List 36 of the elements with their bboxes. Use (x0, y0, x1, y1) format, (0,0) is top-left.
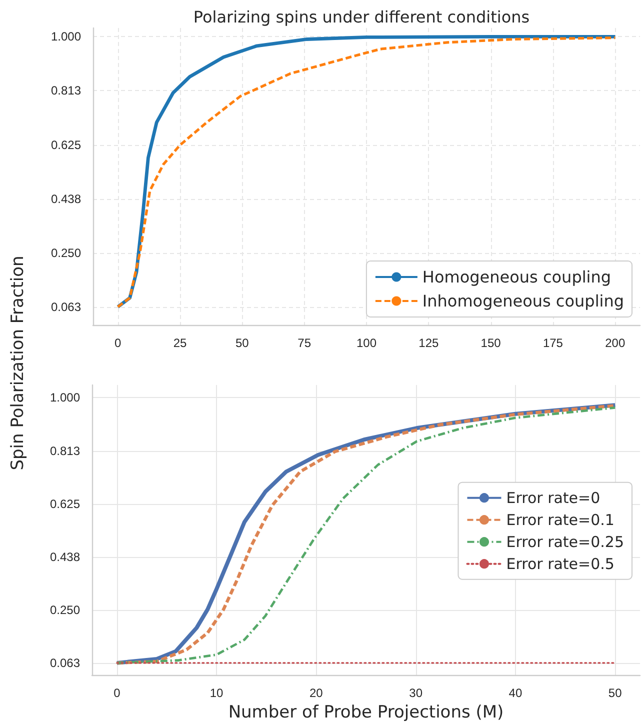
x-tick-label: 30 (409, 686, 423, 700)
chart-title: Polarizing spins under different conditions (193, 8, 530, 26)
y-tick-label: 0.813 (50, 84, 82, 98)
y-tick-label: 0.250 (50, 246, 82, 260)
x-tick-label: 75 (298, 336, 312, 350)
x-tick-label: 40 (508, 686, 522, 700)
x-tick-label: 125 (418, 336, 439, 350)
x-tick-label: 175 (542, 336, 564, 350)
x-tick-label: 0 (114, 336, 122, 350)
legend-label: Error rate=0.1 (506, 510, 614, 529)
x-tick-label: 20 (310, 686, 324, 700)
y-tick-label: 1.000 (50, 30, 82, 44)
legend-label: Homogeneous coupling (422, 268, 612, 286)
y-tick-label: 0.438 (50, 550, 80, 564)
x-tick-label: 150 (480, 336, 502, 350)
x-tick-label: 50 (236, 336, 250, 350)
legend-label: Error rate=0 (506, 488, 600, 507)
x-axis-title: Number of Probe Projections (M) (228, 702, 504, 722)
y-tick-label: 0.063 (50, 300, 82, 314)
legend-label: Error rate=0.5 (506, 554, 614, 573)
y-tick-label: 0.625 (50, 496, 80, 511)
y-tick-label: 0.438 (50, 192, 82, 206)
y-tick-label: 1.000 (50, 390, 80, 405)
x-tick-label: 25 (173, 336, 188, 350)
legend-label: Inhomogeneous coupling (422, 292, 624, 310)
x-tick-label: 200 (605, 336, 626, 350)
x-tick-label: 0 (114, 686, 121, 700)
y-tick-label: 0.250 (50, 603, 80, 618)
x-tick-label: 10 (210, 686, 224, 700)
x-tick-label: 100 (356, 336, 377, 350)
x-tick-label: 50 (608, 686, 622, 700)
legend-label: Error rate=0.25 (506, 532, 624, 551)
y-tick-label: 0.813 (50, 444, 80, 458)
y-axis-title: Spin Polarization Fraction (8, 256, 28, 470)
y-tick-label: 0.063 (50, 656, 80, 670)
y-tick-label: 0.625 (50, 138, 82, 152)
